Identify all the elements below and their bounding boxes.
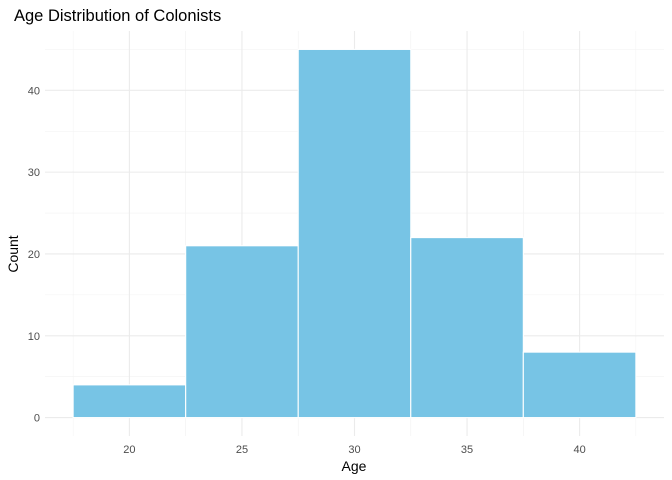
x-axis-ticks: 20 25 30 35 40 [123, 444, 585, 456]
x-tick-label: 30 [348, 444, 360, 456]
y-tick-label: 40 [28, 85, 40, 97]
y-tick-label: 30 [28, 167, 40, 179]
histogram-bar-30 [297, 48, 412, 419]
y-axis-ticks: 0 10 20 30 40 [28, 85, 40, 424]
x-axis-title: Age [342, 458, 367, 474]
y-tick-label: 20 [28, 249, 40, 261]
x-tick-label: 40 [573, 444, 585, 456]
x-tick-label: 25 [236, 444, 248, 456]
x-tick-label: 20 [123, 444, 135, 456]
y-tick-label: 0 [34, 413, 40, 425]
y-axis-title: Count [5, 235, 21, 272]
x-tick-label: 35 [461, 444, 473, 456]
y-tick-label: 10 [28, 331, 40, 343]
bars [72, 48, 637, 419]
histogram-bar-35 [410, 237, 524, 419]
histogram-bar-25 [185, 245, 299, 419]
histogram-bar-20 [72, 384, 187, 419]
chart-title: Age Distribution of Colonists [14, 7, 221, 25]
histogram-bar-40 [522, 351, 637, 419]
